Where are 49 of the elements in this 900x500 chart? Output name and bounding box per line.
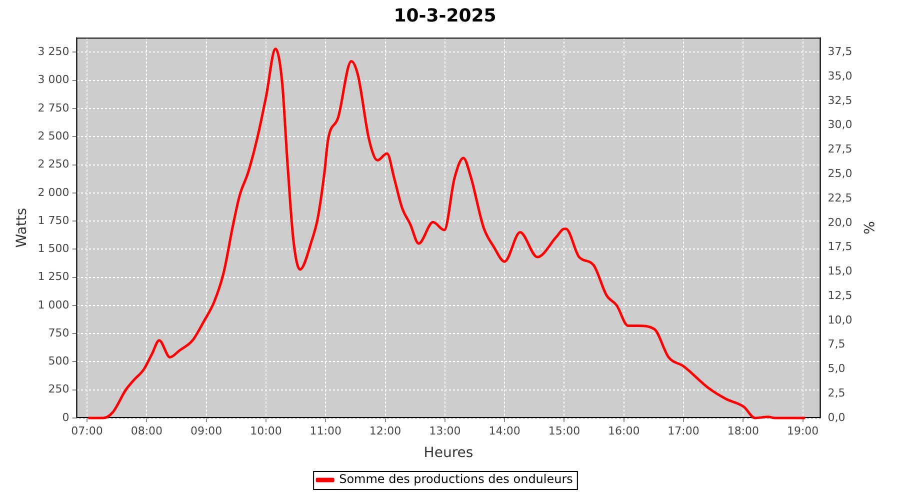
x-tick-label: 07:00 [71, 424, 103, 438]
y2-tick-label: 27,5 [828, 142, 852, 156]
y2-tick-label: 0,0 [828, 410, 846, 424]
x-axis-title: Heures [424, 445, 474, 462]
y-tick-label: 250 [48, 382, 70, 396]
x-tick-label: 11:00 [310, 424, 342, 438]
y2-tick-label: 22,5 [828, 191, 852, 204]
chart-title: 10-3-2025 [394, 5, 496, 26]
x-tick-label: 09:00 [190, 424, 222, 438]
x-tick-label: 17:00 [668, 424, 700, 438]
y2-tick-label: 5,0 [828, 362, 846, 376]
y2-tick-label: 12,5 [828, 288, 852, 302]
y-tick-label: 2 250 [38, 158, 70, 171]
y-axis-title: Watts [14, 208, 30, 248]
x-tick-label: 14:00 [488, 424, 520, 438]
y-tick-label: 0 [62, 410, 70, 424]
y2-axis-title: % [860, 221, 876, 234]
y2-tick-label: 2,5 [828, 386, 846, 400]
y-tick-label: 1 500 [38, 242, 70, 256]
legend-label: Somme des productions des onduleurs [339, 472, 573, 486]
y-tick-label: 3 000 [38, 73, 70, 86]
x-tick-label: 18:00 [727, 424, 760, 438]
x-tick-label: 12:00 [369, 424, 402, 438]
y2-tick-label: 17,5 [828, 240, 852, 254]
x-tick-label: 13:00 [429, 424, 461, 438]
y2-tick-label: 32,5 [828, 94, 852, 107]
y-tick-label: 1 750 [38, 214, 70, 227]
y2-tick-label: 10,0 [828, 313, 852, 326]
y2-tick-label: 15,0 [828, 264, 852, 278]
y2-tick-label: 25,0 [828, 167, 852, 180]
y-tick-label: 2 000 [38, 186, 70, 199]
y-tick-label: 1 000 [38, 298, 70, 312]
x-tick-label: 16:00 [608, 424, 640, 438]
y-tick-label: 2 500 [38, 130, 70, 142]
x-tick-label: 08:00 [130, 424, 163, 438]
x-tick-label: 19:00 [786, 424, 819, 438]
y-tick-label: 2 750 [38, 101, 70, 114]
y2-tick-label: 7,5 [828, 338, 846, 351]
y2-tick-label: 30,0 [828, 118, 852, 132]
y-tick-label: 750 [48, 326, 70, 340]
y-tick-label: 3 250 [38, 45, 70, 58]
y-tick-label: 1 250 [38, 270, 70, 284]
y2-tick-label: 20,0 [828, 216, 852, 229]
y2-tick-label: 35,0 [828, 69, 852, 82]
x-tick-label: 10:00 [250, 424, 282, 438]
y2-tick-label: 37,5 [828, 45, 852, 58]
x-tick-label: 15:00 [548, 424, 580, 438]
line-series [86, 48, 806, 420]
y-tick-label: 500 [48, 354, 70, 368]
